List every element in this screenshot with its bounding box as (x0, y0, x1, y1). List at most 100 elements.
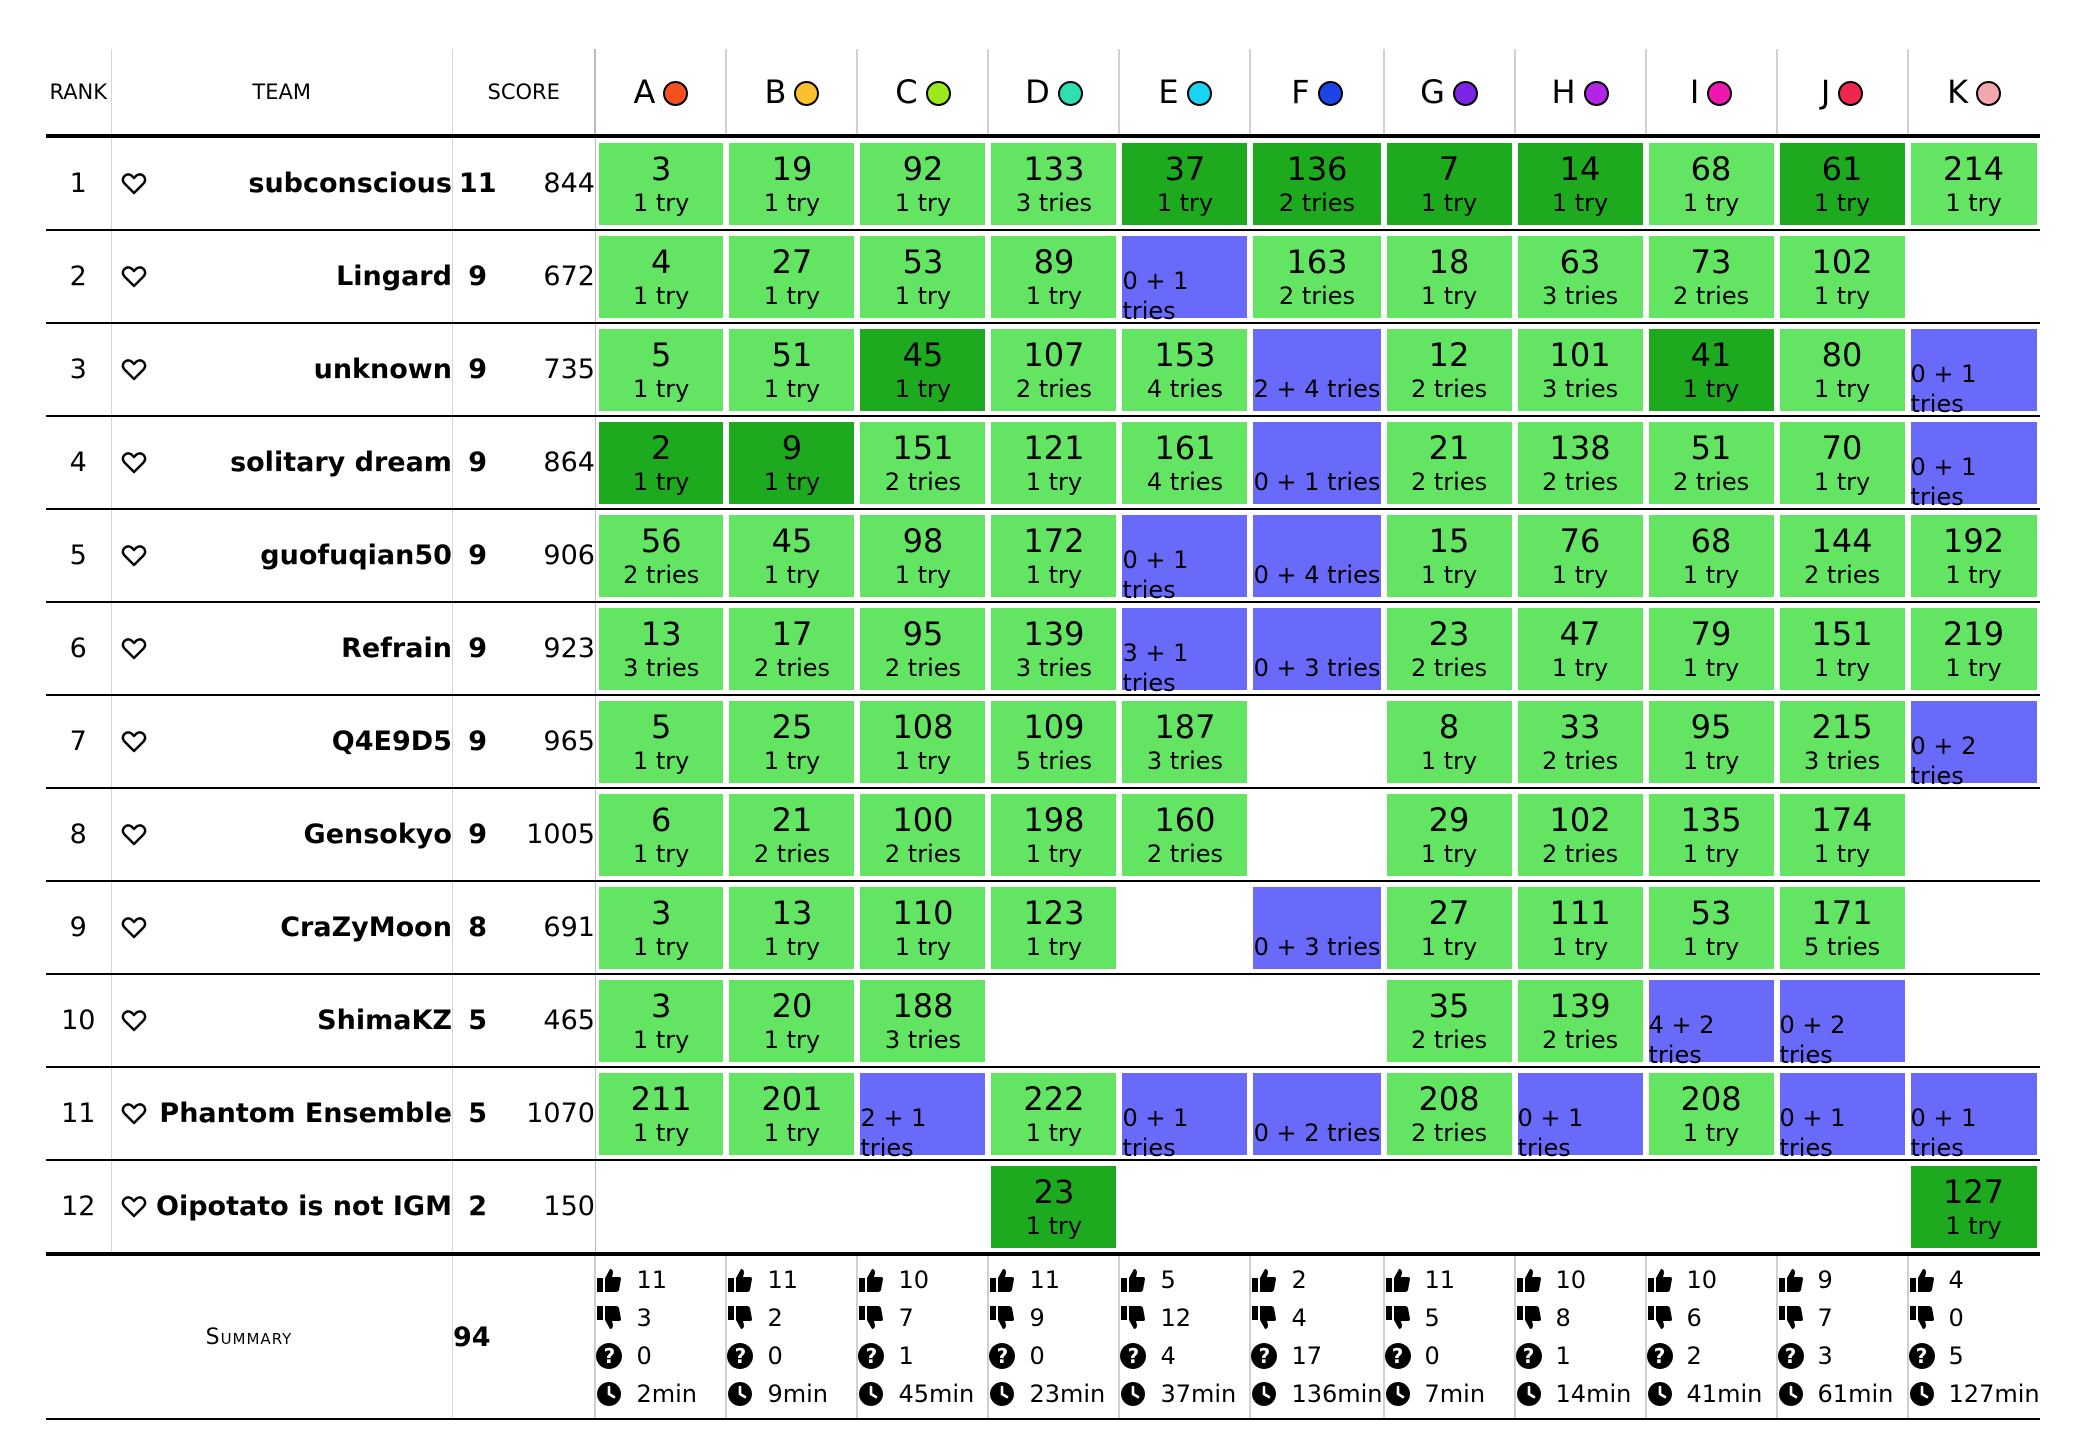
problem-cell-g[interactable]: 208 2 tries (1383, 1067, 1515, 1161)
problem-cell-b[interactable]: 201 1 try (726, 1067, 858, 1161)
problem-cell-c[interactable]: 95 2 tries (857, 602, 989, 696)
problem-cell-h[interactable]: 139 2 tries (1514, 974, 1646, 1068)
team-name[interactable]: Gensokyo (156, 788, 453, 882)
problem-cell-a[interactable] (595, 1160, 727, 1255)
favorite-button[interactable] (111, 509, 156, 603)
problem-cell-a[interactable]: 211 1 try (595, 1067, 727, 1161)
problem-cell-b[interactable]: 51 1 try (726, 323, 858, 417)
team-row[interactable]: 4 solitary dream 9 864 2 1 try 9 1 try 151 2 trie… (46, 416, 2040, 511)
problem-cell-j[interactable]: 102 1 try (1776, 230, 1908, 324)
problem-cell-g[interactable]: 29 1 try (1383, 788, 1515, 882)
problem-header-h[interactable]: H (1513, 49, 1646, 138)
problem-cell-c[interactable]: 98 1 try (857, 509, 989, 603)
problem-cell-j[interactable]: 0 + 1 tries (1776, 1067, 1908, 1162)
problem-cell-h[interactable]: 47 1 try (1514, 602, 1646, 696)
team-row[interactable]: 11 Phantom Ensemble 5 1070 211 1 try 201 1 try 2… (46, 1067, 2040, 1162)
favorite-button[interactable] (111, 230, 156, 324)
team-row[interactable]: 8 Gensokyo 9 1005 6 1 try 21 2 tries 100 2 tries 1… (46, 788, 2040, 882)
problem-cell-i[interactable]: 95 1 try (1645, 695, 1777, 789)
team-row[interactable]: 7 Q4E9D5 9 965 5 1 try 25 1 try 108 1 try 109 5 tri… (46, 695, 2040, 790)
problem-cell-i[interactable]: 68 1 try (1645, 509, 1777, 603)
favorite-button[interactable] (111, 323, 156, 417)
problem-cell-c[interactable]: 100 2 tries (857, 788, 989, 882)
team-name[interactable]: ShimaKZ (156, 974, 453, 1068)
problem-cell-c[interactable] (857, 1160, 989, 1255)
problem-cell-k[interactable] (1907, 788, 2040, 882)
team-name[interactable]: Phantom Ensemble (156, 1067, 453, 1161)
problem-cell-b[interactable]: 27 1 try (726, 230, 858, 324)
problem-cell-f[interactable]: 0 + 3 tries (1250, 602, 1384, 696)
score-header[interactable]: SCORE (452, 49, 596, 138)
problem-cell-k[interactable] (1907, 974, 2040, 1068)
problem-cell-k[interactable]: 0 + 1 tries (1907, 1067, 2040, 1162)
team-name[interactable]: subconscious (156, 136, 453, 231)
problem-cell-c[interactable]: 45 1 try (857, 323, 989, 417)
problem-cell-d[interactable]: 198 1 try (988, 788, 1120, 882)
problem-cell-k[interactable]: 0 + 1 tries (1907, 416, 2040, 511)
problem-cell-g[interactable]: 27 1 try (1383, 881, 1515, 975)
problem-cell-f[interactable]: 0 + 1 tries (1250, 416, 1384, 510)
problem-header-e[interactable]: E (1118, 49, 1251, 138)
problem-cell-d[interactable] (988, 974, 1120, 1068)
problem-cell-c[interactable]: 151 2 tries (857, 416, 989, 510)
problem-cell-i[interactable]: 73 2 tries (1645, 230, 1777, 324)
problem-cell-e[interactable]: 187 3 tries (1119, 695, 1251, 789)
problem-cell-j[interactable]: 144 2 tries (1776, 509, 1908, 603)
problem-cell-a[interactable]: 13 3 tries (595, 602, 727, 696)
team-header[interactable]: TEAM (111, 49, 453, 138)
problem-cell-e[interactable]: 160 2 tries (1119, 788, 1251, 882)
problem-cell-f[interactable] (1250, 788, 1384, 882)
favorite-button[interactable] (111, 695, 156, 789)
problem-cell-e[interactable] (1119, 974, 1251, 1068)
problem-cell-j[interactable]: 151 1 try (1776, 602, 1908, 696)
favorite-button[interactable] (111, 1160, 156, 1255)
problem-cell-f[interactable]: 0 + 2 tries (1250, 1067, 1384, 1161)
problem-cell-e[interactable]: 37 1 try (1119, 136, 1251, 231)
problem-cell-d[interactable]: 121 1 try (988, 416, 1120, 510)
problem-cell-h[interactable]: 14 1 try (1514, 136, 1646, 231)
problem-header-c[interactable]: C (856, 49, 989, 138)
problem-cell-h[interactable]: 76 1 try (1514, 509, 1646, 603)
problem-cell-e[interactable]: 161 4 tries (1119, 416, 1251, 510)
problem-cell-j[interactable] (1776, 1160, 1908, 1255)
problem-cell-k[interactable] (1907, 881, 2040, 975)
problem-header-k[interactable]: K (1906, 49, 2040, 138)
problem-cell-b[interactable]: 17 2 tries (726, 602, 858, 696)
problem-cell-g[interactable]: 35 2 tries (1383, 974, 1515, 1068)
problem-cell-e[interactable] (1119, 1160, 1251, 1255)
problem-cell-e[interactable]: 0 + 1 tries (1119, 1067, 1251, 1162)
problem-cell-b[interactable]: 25 1 try (726, 695, 858, 789)
problem-cell-k[interactable]: 0 + 2 tries (1907, 695, 2040, 790)
problem-cell-h[interactable]: 101 3 tries (1514, 323, 1646, 417)
team-row[interactable]: 2 Lingard 9 672 4 1 try 27 1 try 53 1 try 89 1 try 0… (46, 230, 2040, 325)
problem-cell-h[interactable]: 102 2 tries (1514, 788, 1646, 882)
problem-cell-b[interactable] (726, 1160, 858, 1255)
problem-cell-b[interactable]: 13 1 try (726, 881, 858, 975)
problem-cell-k[interactable] (1907, 230, 2040, 324)
problem-cell-h[interactable]: 63 3 tries (1514, 230, 1646, 324)
problem-cell-i[interactable]: 208 1 try (1645, 1067, 1777, 1161)
problem-cell-a[interactable]: 56 2 tries (595, 509, 727, 603)
problem-cell-i[interactable] (1645, 1160, 1777, 1255)
problem-cell-g[interactable]: 21 2 tries (1383, 416, 1515, 510)
problem-cell-d[interactable]: 23 1 try (988, 1160, 1120, 1255)
problem-cell-h[interactable]: 138 2 tries (1514, 416, 1646, 510)
problem-cell-j[interactable]: 171 5 tries (1776, 881, 1908, 975)
team-row[interactable]: 9 CraZyMoon 8 691 3 1 try 13 1 try 110 1 try 123 1 … (46, 881, 2040, 975)
problem-cell-j[interactable]: 174 1 try (1776, 788, 1908, 882)
rank-header[interactable]: RANK (46, 49, 112, 138)
problem-cell-c[interactable]: 53 1 try (857, 230, 989, 324)
problem-cell-d[interactable]: 139 3 tries (988, 602, 1120, 696)
problem-cell-d[interactable]: 107 2 tries (988, 323, 1120, 417)
problem-cell-d[interactable]: 89 1 try (988, 230, 1120, 324)
favorite-button[interactable] (111, 602, 156, 696)
problem-cell-j[interactable]: 80 1 try (1776, 323, 1908, 417)
problem-header-g[interactable]: G (1382, 49, 1515, 138)
problem-cell-e[interactable]: 3 + 1 tries (1119, 602, 1251, 697)
